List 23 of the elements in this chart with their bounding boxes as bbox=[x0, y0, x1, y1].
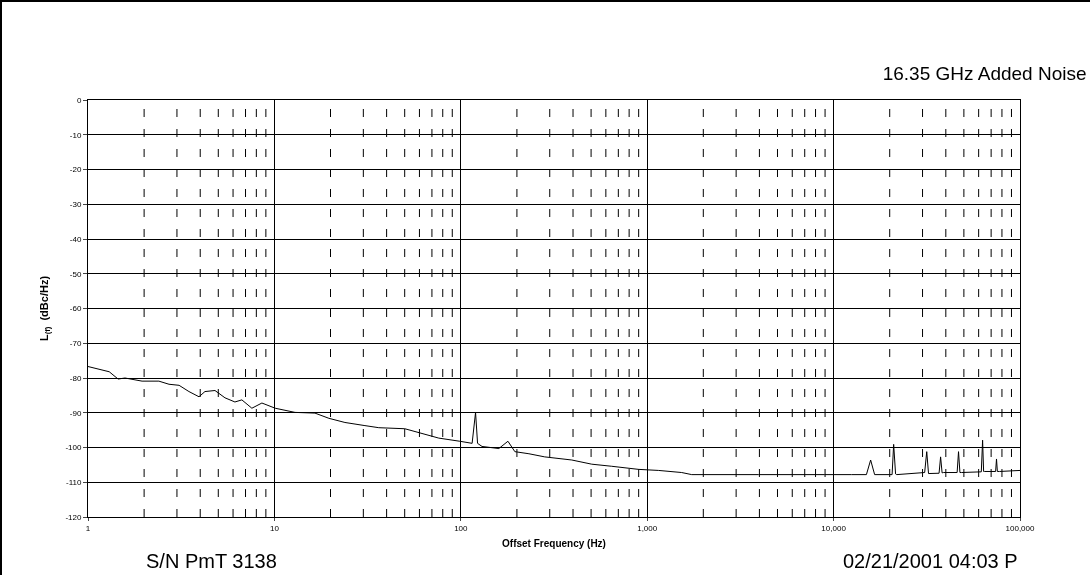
y-tick-label: -40 bbox=[69, 234, 82, 244]
y-tick-label: -120 bbox=[65, 512, 82, 522]
x-tick-label: 100 bbox=[454, 523, 469, 533]
y-tick-label: -70 bbox=[69, 339, 82, 349]
x-tick-label: 10,000 bbox=[821, 523, 847, 533]
chart-title: 16.35 GHz Added Noise bbox=[882, 63, 1087, 84]
y-tick-label: -90 bbox=[69, 408, 82, 418]
y-tick-label: 0 bbox=[76, 95, 82, 105]
y-tick-label: -110 bbox=[65, 478, 82, 488]
y-tick-label: -50 bbox=[69, 269, 82, 279]
y-tick-label: -10 bbox=[69, 130, 82, 140]
x-axis-title: Offset Frequency (Hz) bbox=[502, 538, 606, 550]
x-tick-label: 1,000 bbox=[637, 523, 658, 533]
y-tick-label: -20 bbox=[69, 165, 82, 175]
y-tick-label: -60 bbox=[69, 304, 82, 314]
y-tick-label: -80 bbox=[69, 373, 82, 383]
text: S/N PmT 3138 bbox=[146, 550, 277, 572]
text: 02/21/2001 04:03 P bbox=[843, 550, 1018, 572]
x-tick-label: 10 bbox=[269, 523, 280, 533]
y-tick-label: -100 bbox=[65, 443, 82, 453]
x-tick-label: 1 bbox=[85, 523, 91, 533]
x-tick-label: 100,000 bbox=[1005, 523, 1036, 533]
y-tick-label: -30 bbox=[69, 200, 82, 210]
